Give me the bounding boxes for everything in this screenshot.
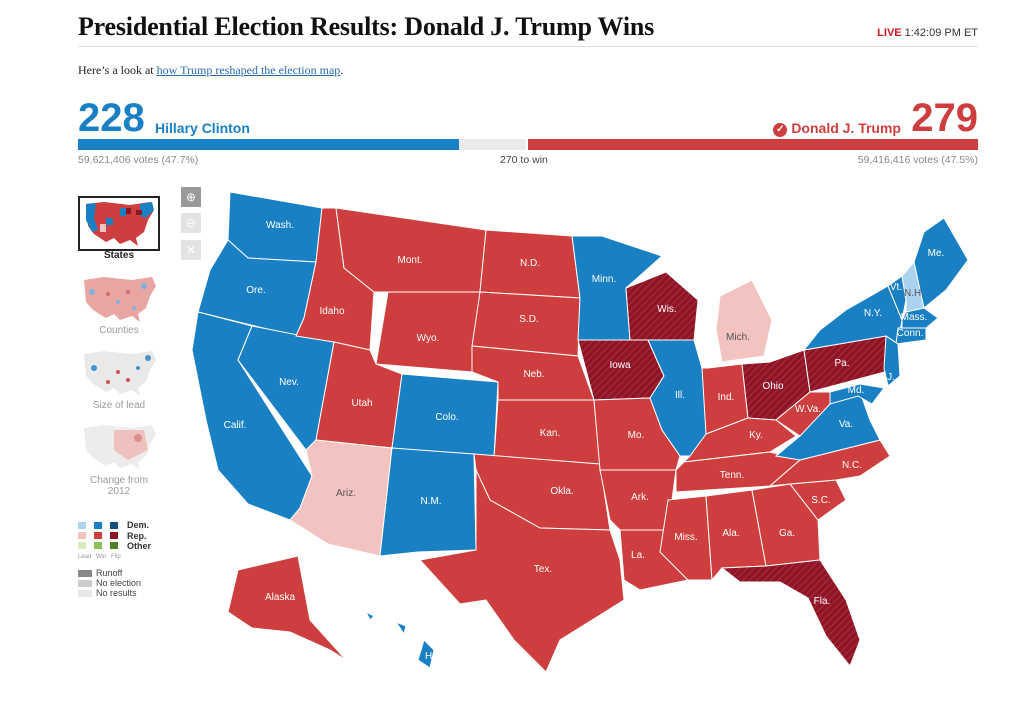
legend-runoff: Runoff [96,568,123,578]
state-mich[interactable] [715,279,773,363]
view-label-size-of-lead[interactable]: Size of lead [92,400,146,411]
state-miss[interactable] [659,495,713,581]
legend-swatch-rep-lead [78,532,86,539]
reset-zoom-button[interactable]: ✕ [181,240,201,260]
state-md[interactable] [829,383,885,405]
state-fla[interactable] [720,559,861,667]
legend-swatch-no-election [78,580,92,587]
threshold-marker [526,139,528,150]
legend-no-results: No results [96,588,137,598]
state-alaska[interactable] [227,555,347,661]
clinton-bar-fill [78,139,459,150]
state-nm[interactable] [379,447,477,557]
state-wyo[interactable] [375,291,481,373]
view-label-counties[interactable]: Counties [99,325,139,336]
electoral-vote-bar [78,139,978,150]
trump-name: Donald J. Trump [791,120,901,136]
legend-swatch-dem-win [94,522,102,529]
legend-col-win: Win [96,554,107,560]
legend-no-election: No election [96,578,142,588]
state-nj[interactable] [883,335,901,387]
legend-swatch-dem-flip [110,522,118,529]
zoom-out-button[interactable]: ⊖ [181,213,201,233]
trump-bar-fill [527,139,978,150]
state-hawaii[interactable] [364,610,435,669]
trump-popular-votes: 59,416,416 votes (47.5%) [857,154,978,166]
view-label-states[interactable]: States [103,250,134,261]
live-timestamp: LIVE 1:42:09 PM ET [877,27,978,39]
state-ill[interactable] [647,339,709,457]
state-nd[interactable] [479,229,581,299]
state-wash[interactable] [227,191,323,263]
close-icon: ✕ [185,243,197,257]
legend-swatch-other-flip [110,542,118,549]
intro-text: Here’s a look at how Trump reshaped the … [78,63,343,78]
state-mont[interactable] [335,207,487,293]
counties-thumb-image [84,277,156,322]
state-tex[interactable] [419,469,625,673]
view-thumb-counties[interactable] [78,272,160,327]
legend-row-other: Other [127,541,152,551]
legend-swatch-dem-lead [78,522,86,529]
clinton-name: Hillary Clinton [155,120,250,136]
legend-col-flip: Flip [111,554,121,560]
legend-swatch-no-results [78,590,92,597]
clinton-electoral-votes: 228 [78,96,145,140]
us-election-map[interactable]: Wash.Ore.Calif.Nev.IdahoMont.Wyo.UtahCol… [185,180,975,675]
trump-electoral-votes: 279 [911,96,978,140]
threshold-label: 270 to win [500,154,548,166]
legend-swatch-rep-win [94,532,102,539]
legend-swatch-runoff [78,570,92,577]
live-tag: LIVE [877,27,902,39]
states-thumb-image [80,198,158,249]
page-title: Presidential Election Results: Donald J.… [78,12,655,41]
intro-suffix: . [340,63,344,77]
state-conn[interactable] [895,327,927,345]
state-me[interactable] [913,217,969,309]
legend-swatch-other-lead [78,542,86,549]
size-of-lead-thumb-image [84,351,156,396]
legend-swatch-other-win [94,542,102,549]
change-thumb-image [84,425,156,470]
zoom-in-button[interactable]: ⊕ [181,187,201,207]
winner-check-icon: ✓ [773,123,788,137]
state-ariz[interactable] [289,439,393,557]
live-time: 1:42:09 PM ET [904,27,978,39]
intro-prefix: Here’s a look at [78,63,157,77]
legend-col-lead: Lead [78,554,92,560]
header-divider [78,46,978,47]
zoom-out-icon: ⊖ [185,216,197,230]
legend-row-rep: Rep. [127,531,147,541]
state-kan[interactable] [493,399,601,465]
view-label-change-from-2012[interactable]: Change from 2012 [90,475,148,497]
view-thumb-states[interactable] [78,196,160,251]
state-sd[interactable] [471,291,581,357]
zoom-in-icon: ⊕ [185,190,197,204]
legend-row-dem: Dem. [127,520,150,530]
state-colo[interactable] [391,373,499,459]
view-thumb-change-from-2012[interactable] [78,420,160,475]
reshaped-map-link[interactable]: how Trump reshaped the election map [156,63,341,77]
view-thumb-size-of-lead[interactable] [78,346,160,401]
trump-name-block: ✓ Donald J. Trump [773,120,901,137]
clinton-popular-votes: 59,621,406 votes (47.7%) [78,154,199,166]
state-wis[interactable] [625,271,699,341]
legend-swatch-rep-flip [110,532,118,539]
